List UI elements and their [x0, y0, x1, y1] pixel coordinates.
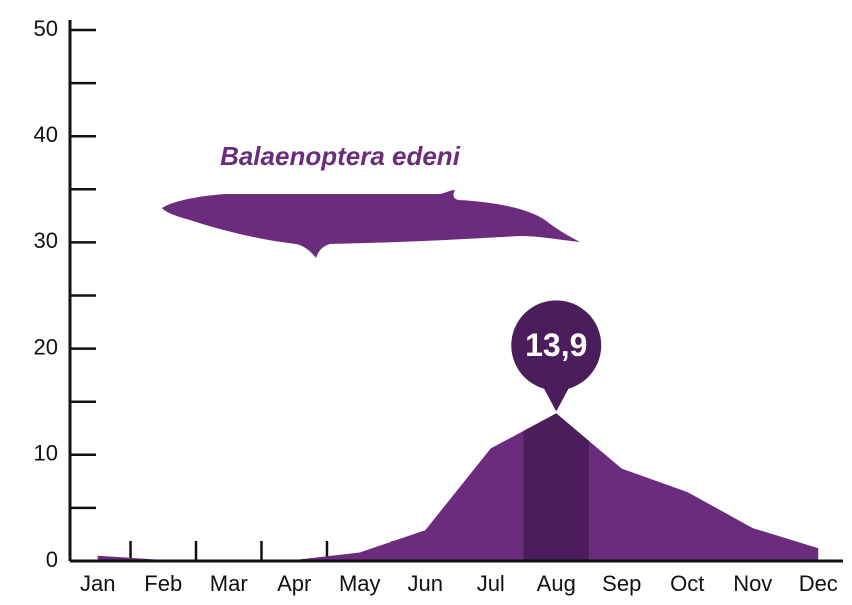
y-tick-label: 40 [34, 122, 58, 147]
y-tick-label: 20 [34, 334, 58, 359]
x-tick-label: Jun [408, 571, 443, 596]
x-tick-label: Mar [210, 571, 248, 596]
y-tick-label: 10 [34, 441, 58, 466]
x-tick-label: Feb [144, 571, 182, 596]
x-tick-label: Jan [80, 571, 115, 596]
x-tick-label: Jul [477, 571, 505, 596]
x-tick-label: Apr [277, 571, 311, 596]
y-tick-label: 50 [34, 16, 58, 41]
whale-silhouette [162, 190, 580, 258]
callout-bubble [542, 385, 571, 412]
y-tick-label: 0 [46, 547, 58, 572]
area [97, 413, 819, 561]
value-label: 13,9 [525, 327, 587, 363]
x-tick-label: Dec [799, 571, 838, 596]
x-tick-label: Nov [733, 571, 772, 596]
x-tick-label: Sep [602, 571, 641, 596]
y-tick-label: 30 [34, 228, 58, 253]
highlight-band [523, 413, 589, 561]
x-tick-label: May [339, 571, 381, 596]
x-tick-label: Aug [537, 571, 576, 596]
species-label: Balaenoptera edeni [220, 141, 461, 171]
x-tick-label: Oct [670, 571, 704, 596]
callout-bubble [511, 300, 602, 391]
